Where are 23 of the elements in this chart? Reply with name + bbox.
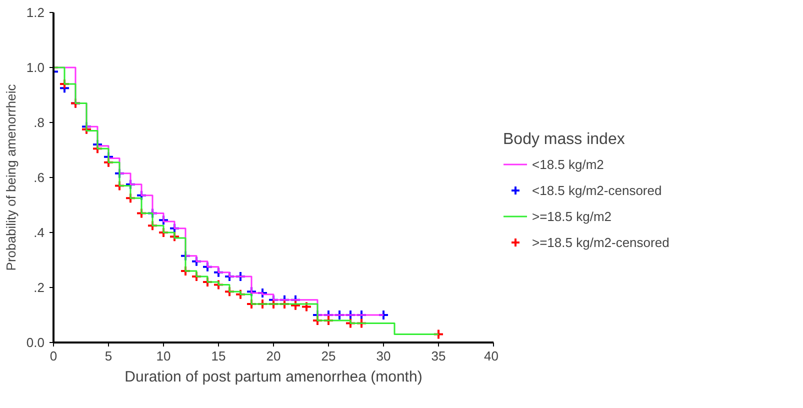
x-axis-title: Duration of post partum amenorrhea (month) xyxy=(124,368,422,386)
x-tick-label: 10 xyxy=(156,348,171,364)
x-tick-label: 15 xyxy=(211,348,226,364)
x-tick-label: 20 xyxy=(266,348,281,364)
x-tick-label: 25 xyxy=(321,348,336,364)
y-tick-label: 1.2 xyxy=(26,5,45,20)
y-tick-label: .6 xyxy=(34,170,44,185)
y-tick-label: 1.0 xyxy=(26,60,45,75)
y-tick-label: .4 xyxy=(34,225,44,240)
y-tick-label: .2 xyxy=(34,280,44,295)
x-tick-label: 30 xyxy=(376,348,391,364)
x-tick-label: 5 xyxy=(104,348,112,364)
legend-label: <18.5 kg/m2 xyxy=(532,156,604,172)
legend-label: <18.5 kg/m2-censored xyxy=(532,182,662,198)
y-tick-label: .8 xyxy=(34,115,44,130)
x-tick-label: 0 xyxy=(50,348,58,364)
legend-label: >=18.5 kg/m2-censored xyxy=(532,234,670,250)
x-tick-label: 35 xyxy=(431,348,446,364)
legend-label: >=18.5 kg/m2 xyxy=(532,208,612,224)
legend-title: Body mass index xyxy=(503,131,626,149)
y-tick-label: 0.0 xyxy=(26,335,45,350)
x-tick-label: 40 xyxy=(484,348,499,364)
y-axis-title: Probability of being amenorrheic xyxy=(3,84,18,271)
